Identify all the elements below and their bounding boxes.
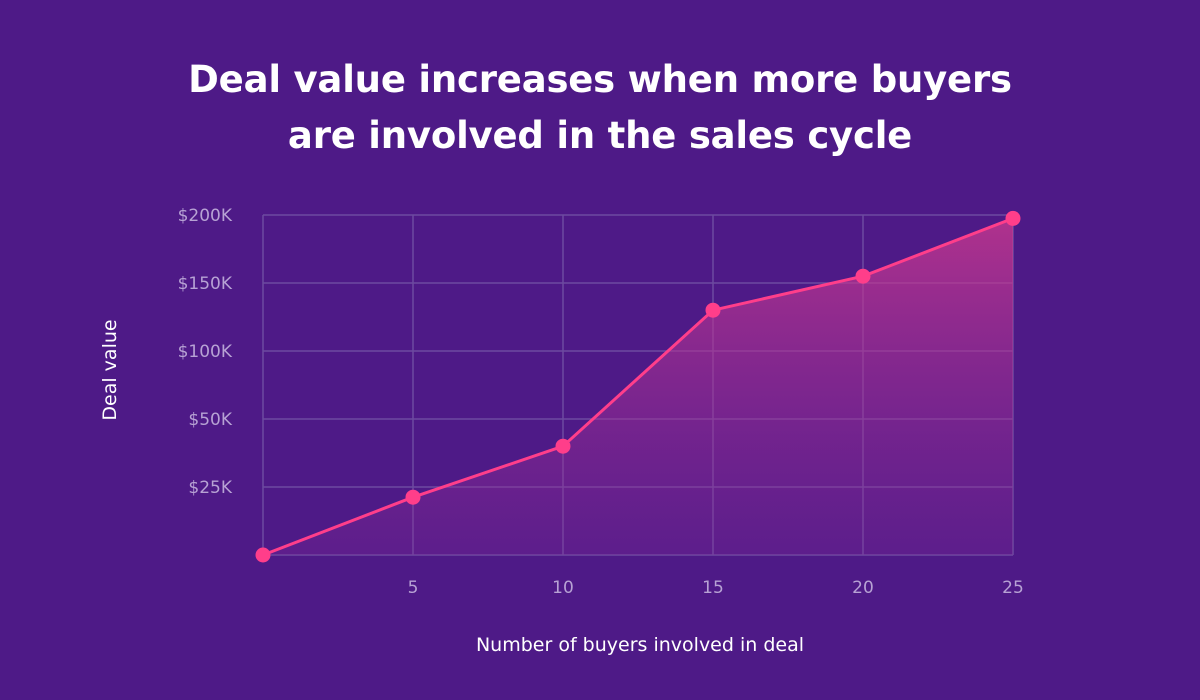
area-fill-shape bbox=[263, 218, 1013, 555]
y-tick-label: $200K bbox=[178, 206, 233, 226]
x-tick-label: 20 bbox=[852, 578, 874, 598]
chart-title-line-1: Deal value increases when more buyers bbox=[188, 58, 1012, 101]
y-tick-label: $100K bbox=[178, 342, 233, 362]
x-tick-label: 10 bbox=[552, 578, 574, 598]
series-polyline bbox=[262, 217, 1014, 557]
series-line bbox=[262, 217, 1014, 557]
data-points bbox=[255, 210, 1021, 563]
x-tick-label: 25 bbox=[1002, 578, 1024, 598]
data-point bbox=[855, 268, 871, 284]
y-tick-label: $25K bbox=[188, 478, 232, 498]
x-tick-label: 15 bbox=[702, 578, 724, 598]
y-tick-label: $150K bbox=[178, 274, 233, 294]
area-fill bbox=[263, 218, 1013, 555]
data-point bbox=[705, 302, 721, 318]
x-axis-ticks: 5 10 15 20 25 bbox=[408, 578, 1024, 598]
data-point bbox=[1005, 210, 1021, 226]
x-tick-label: 5 bbox=[408, 578, 419, 598]
data-point bbox=[405, 489, 421, 505]
y-axis-ticks: $25K $50K $100K $150K $200K bbox=[178, 206, 233, 498]
y-tick-label: $50K bbox=[188, 410, 232, 430]
data-point bbox=[555, 438, 571, 454]
x-axis-label: Number of buyers involved in deal bbox=[476, 634, 804, 656]
y-axis-label: Deal value bbox=[99, 319, 121, 420]
data-point bbox=[255, 547, 271, 563]
chart-title: Deal value increases when more buyers ar… bbox=[0, 52, 1200, 164]
chart-title-line-2: are involved in the sales cycle bbox=[287, 114, 913, 157]
